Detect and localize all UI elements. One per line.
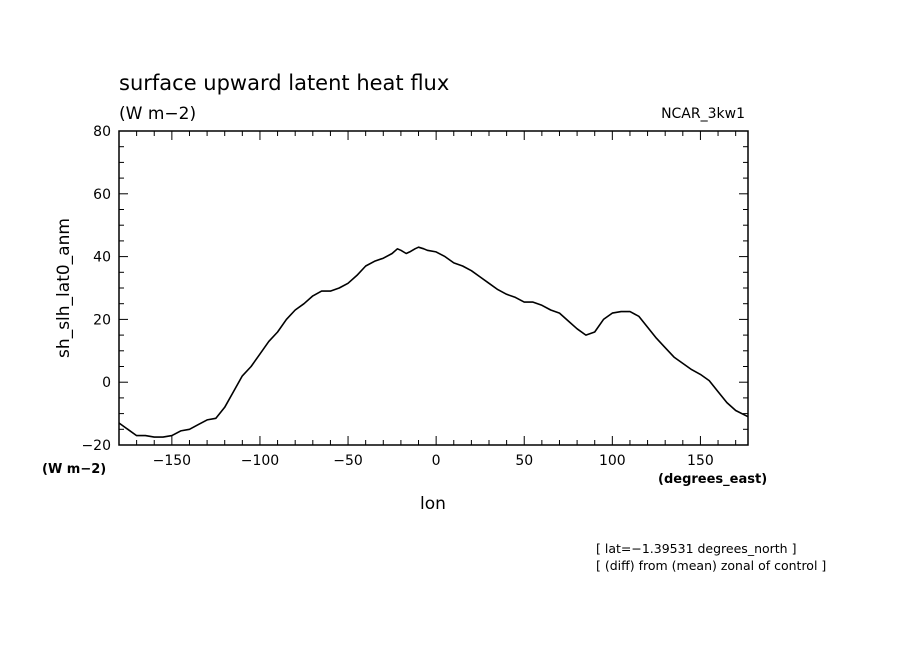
x-unit-label: (degrees_east) xyxy=(658,472,767,487)
x-tick-label: 100 xyxy=(599,453,626,469)
y-tick-label: −20 xyxy=(81,438,111,454)
axis-ticks xyxy=(119,130,748,446)
y-tick-label: 20 xyxy=(93,312,111,328)
series-line xyxy=(118,246,749,438)
y-tick-label: 40 xyxy=(93,250,111,266)
footnote-diff: [ (diff) from (mean) zonal of control ] xyxy=(596,558,826,573)
chart-subtitle: (W m−2) xyxy=(119,104,196,124)
y-axis-label: sh_slh_lat0_anm xyxy=(54,218,74,358)
x-tick-label: −50 xyxy=(333,453,363,469)
y-unit-label: (W m−2) xyxy=(42,462,106,477)
x-tick-label: 0 xyxy=(432,453,441,469)
x-tick-label: −150 xyxy=(153,453,191,469)
x-tick-label: 50 xyxy=(515,453,533,469)
x-tick-label: 150 xyxy=(687,453,714,469)
source-label: NCAR_3kw1 xyxy=(661,106,745,122)
y-tick-label: 80 xyxy=(93,124,111,140)
x-tick-label: −100 xyxy=(241,453,279,469)
y-tick-label: 60 xyxy=(93,187,111,203)
x-axis-label: lon xyxy=(420,494,446,514)
footnote-lat: [ lat=−1.39531 degrees_north ] xyxy=(596,541,796,556)
chart-title: surface upward latent heat flux xyxy=(119,71,449,95)
axis-tick-labels: −150 −100 −50 0 50 100 150 −20 0 20 40 60 80 xyxy=(81,124,713,469)
plot-frame xyxy=(118,130,749,446)
y-tick-label: 0 xyxy=(102,375,111,391)
